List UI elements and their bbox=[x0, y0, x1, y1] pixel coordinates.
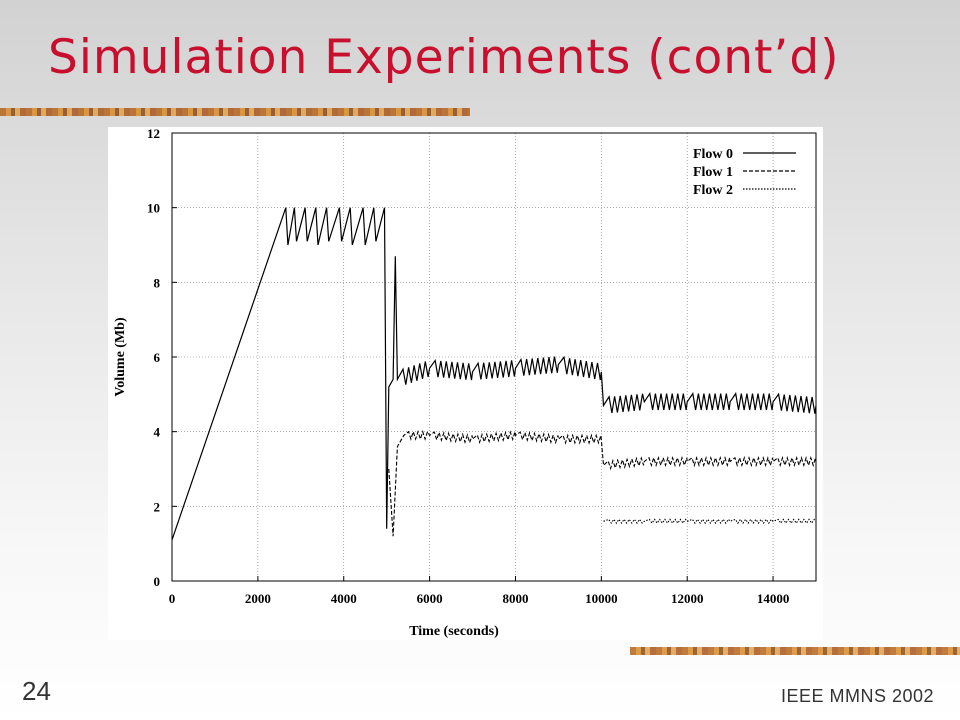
y-tick-label: 10 bbox=[147, 201, 160, 216]
y-tick-label: 6 bbox=[154, 350, 161, 365]
x-tick-label: 14000 bbox=[757, 591, 790, 606]
y-axis-label: Volume (Mb) bbox=[113, 317, 128, 397]
footer-text: IEEE MMNS 2002 bbox=[780, 686, 934, 706]
x-tick-label: 8000 bbox=[502, 591, 528, 606]
y-tick-label: 8 bbox=[154, 275, 161, 290]
footer-accent-bar bbox=[630, 647, 960, 655]
y-tick-label: 2 bbox=[154, 499, 161, 514]
x-tick-label: 0 bbox=[169, 591, 176, 606]
chart-panel: 0 2000 4000 6000 8000 10000 12000 14000 0 2 4 6 8 10 1… bbox=[108, 127, 823, 640]
x-tick-label: 12000 bbox=[671, 591, 704, 606]
x-tick-label: 2000 bbox=[245, 591, 271, 606]
series-line-flow-2 bbox=[603, 518, 817, 525]
slide-title: Simulation Experiments (cont’d) bbox=[48, 30, 840, 85]
slide-number: 24 bbox=[22, 676, 51, 706]
legend-entry-label: Flow 2 bbox=[693, 183, 733, 198]
y-tick-label: 12 bbox=[147, 127, 160, 141]
legend-entry-label: Flow 1 bbox=[693, 165, 733, 180]
series-line-flow-1 bbox=[388, 429, 817, 537]
y-tick-label: 0 bbox=[154, 574, 161, 589]
title-accent-bar bbox=[0, 108, 470, 116]
legend-entry-label: Flow 0 bbox=[693, 147, 733, 162]
series-line-flow-0 bbox=[171, 207, 817, 541]
x-tick-label: 4000 bbox=[331, 591, 357, 606]
volume-time-chart: 0 2000 4000 6000 8000 10000 12000 14000 0 2 4 6 8 10 1… bbox=[113, 127, 817, 639]
x-axis-label: Time (seconds) bbox=[409, 624, 499, 639]
x-tick-label: 6000 bbox=[417, 591, 443, 606]
y-tick-label: 4 bbox=[154, 425, 161, 440]
x-tick-label: 10000 bbox=[585, 591, 618, 606]
